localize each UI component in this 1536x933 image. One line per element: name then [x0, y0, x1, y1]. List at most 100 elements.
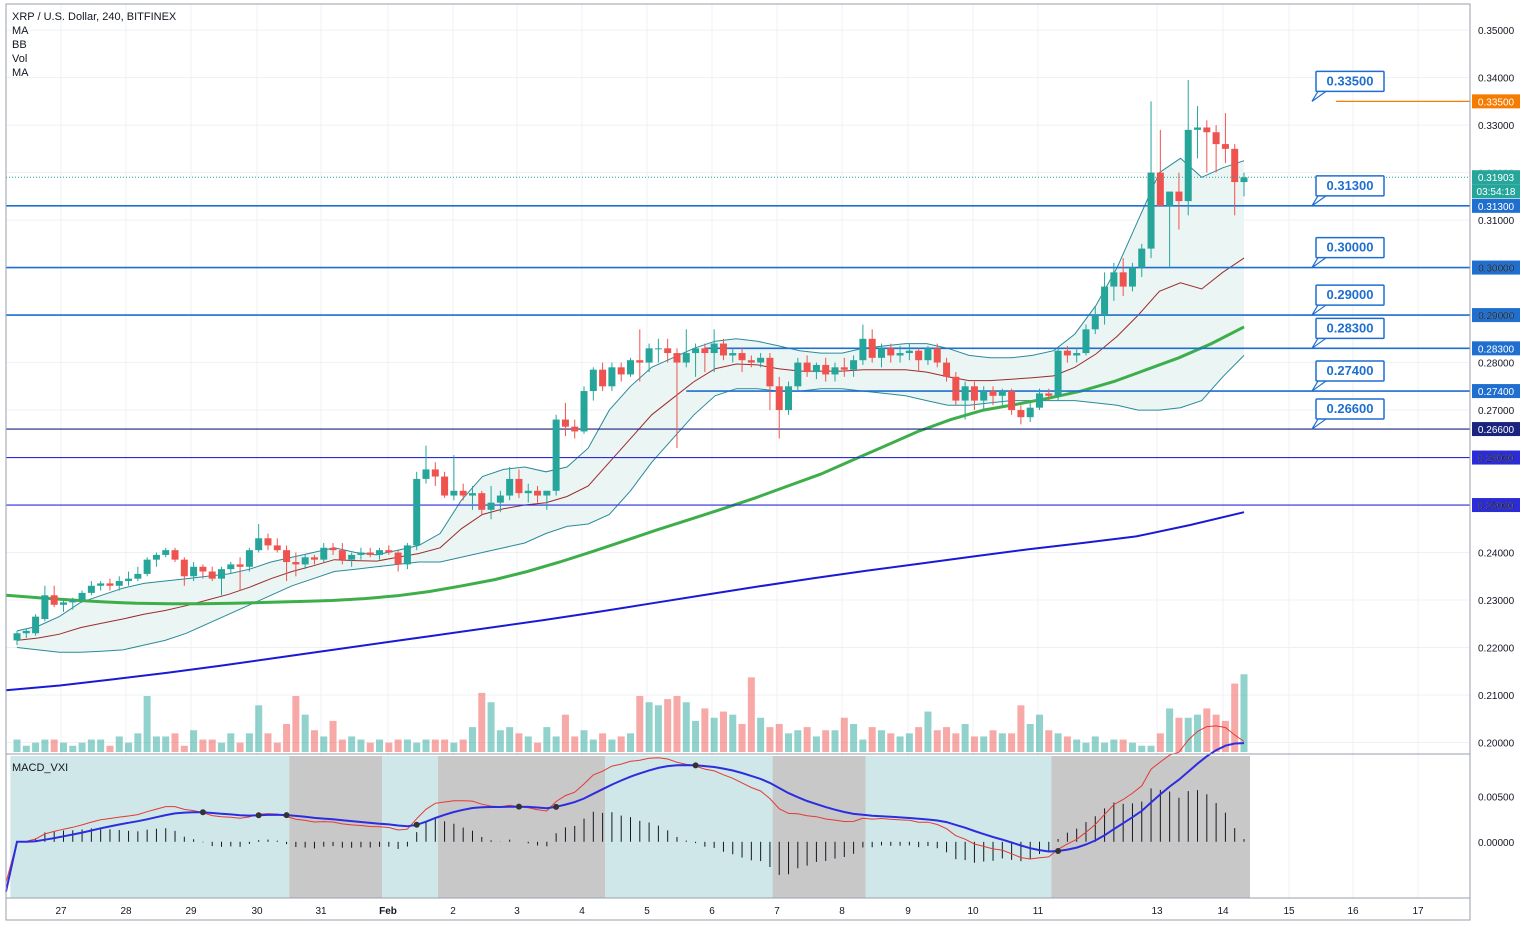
volume-bar	[719, 711, 727, 752]
candle-body	[1017, 410, 1025, 418]
volume-bar	[152, 736, 160, 752]
volume-bar	[1175, 717, 1183, 752]
callout-box[interactable]	[1315, 236, 1385, 259]
callout-label[interactable]: 0.30000	[1327, 240, 1374, 255]
countdown-text: 03:54:18	[1477, 187, 1516, 198]
indicator-ma-2[interactable]: MA	[12, 67, 29, 79]
candle-body	[208, 571, 216, 579]
volume-bar	[1184, 717, 1192, 752]
callout-box[interactable]	[1315, 360, 1385, 382]
volume-bar	[645, 702, 653, 752]
price-callouts[interactable]: 0.33500 0.31300 0.30000 0.29000 0.28300 0.274…	[1311, 70, 1385, 430]
volume-bar	[143, 696, 151, 752]
volume-bar	[980, 736, 988, 752]
volume-bar	[859, 739, 867, 752]
indicator-vol[interactable]: Vol	[12, 53, 28, 65]
indicator-ma-1[interactable]: MA	[12, 25, 29, 37]
candle-body	[729, 353, 737, 356]
candle-body	[1110, 272, 1118, 287]
volume-bar	[515, 733, 523, 752]
x-tick-label: 13	[1151, 906, 1163, 917]
price-badge-text: 0.29000	[1478, 311, 1515, 322]
x-tick-label: 27	[55, 906, 67, 917]
candle-body	[989, 391, 997, 396]
volume-bar	[236, 742, 244, 752]
candle-body	[357, 552, 365, 555]
candle-body	[822, 364, 830, 375]
candle-body	[1082, 329, 1090, 354]
horizontal-price-lines[interactable]	[6, 100, 1470, 506]
macd-lines	[5, 725, 1245, 892]
callout-pointer	[1311, 257, 1327, 269]
symbol-title[interactable]: XRP / U.S. Dollar, 240, BITFINEX	[12, 11, 177, 23]
candle-body	[180, 559, 188, 577]
candle-body	[1128, 267, 1136, 287]
x-tick-label: 10	[967, 906, 979, 917]
price-badge-text: 0.33500	[1478, 97, 1515, 108]
candle-body	[487, 502, 495, 510]
candle-body	[218, 569, 225, 579]
candle-body	[1221, 144, 1229, 149]
candle-body	[589, 369, 597, 392]
macd-region	[289, 756, 383, 898]
candle-body	[152, 554, 160, 560]
volume-bar	[840, 717, 848, 752]
candle-body	[1156, 172, 1164, 206]
indicator-bb[interactable]: BB	[12, 39, 27, 51]
volume-bar	[366, 742, 374, 752]
volume-bar	[13, 739, 21, 752]
callout-box[interactable]	[1315, 175, 1385, 197]
x-tick-label: 28	[120, 906, 132, 917]
callout-box[interactable]	[1315, 70, 1385, 93]
callout-label[interactable]: 0.26600	[1327, 401, 1374, 416]
volume-bar	[1054, 733, 1062, 752]
volume-bar	[264, 733, 272, 752]
candle-body	[747, 360, 755, 363]
candle-body	[338, 550, 346, 560]
macd-title[interactable]: MACD_VXI	[12, 762, 69, 774]
callout-label[interactable]: 0.27400	[1327, 363, 1374, 378]
y-tick-label: 0.26000	[1478, 454, 1515, 465]
callout-label[interactable]: 0.29000	[1327, 287, 1374, 302]
candle-body	[348, 554, 356, 560]
candle-body	[431, 469, 439, 477]
candle-body	[970, 386, 978, 401]
macd-cross-dot	[199, 809, 206, 816]
volume-bar	[673, 696, 681, 752]
volume-bar	[543, 727, 551, 752]
callout-box[interactable]	[1315, 284, 1385, 306]
volume-bar	[283, 724, 291, 752]
candle-body	[283, 550, 291, 563]
volume-bar	[924, 711, 932, 752]
bollinger-bands	[16, 157, 1245, 653]
candle-body	[868, 338, 876, 358]
candle-body	[524, 490, 532, 494]
volume-bar	[273, 742, 281, 752]
candle-body	[701, 348, 709, 354]
volume-bar	[125, 742, 133, 752]
candle-body	[636, 360, 644, 363]
candle-body	[376, 550, 384, 555]
callout-label[interactable]: 0.28300	[1327, 320, 1374, 335]
current-price-text: 0.31903	[1478, 173, 1515, 184]
candle-body	[738, 353, 746, 361]
candle-body	[617, 367, 625, 375]
callout-label[interactable]: 0.33500	[1327, 73, 1374, 88]
y-tick-label: 0.23000	[1478, 596, 1515, 607]
candle-body	[757, 357, 765, 363]
candle-body	[887, 348, 895, 356]
callout-box[interactable]	[1315, 317, 1385, 340]
candle-body	[915, 350, 923, 361]
volume-bar	[357, 739, 365, 752]
candle-body	[125, 578, 133, 582]
volume-bar	[320, 736, 328, 752]
x-tick-label: 29	[185, 906, 197, 917]
volume-bar	[32, 742, 40, 752]
callout-box[interactable]	[1315, 398, 1385, 420]
volume-bar	[376, 739, 384, 752]
price-badge-bg	[1472, 450, 1520, 465]
callout-label[interactable]: 0.31300	[1327, 178, 1374, 193]
candle-body	[413, 478, 421, 546]
